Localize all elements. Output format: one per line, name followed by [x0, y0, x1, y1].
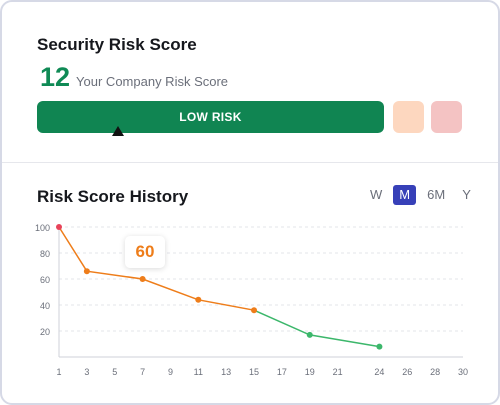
value-tooltip: 60 — [125, 236, 165, 268]
data-point[interactable] — [139, 276, 146, 282]
security-risk-title: Security Risk Score — [37, 35, 197, 54]
low-risk-bar: LOW RISK — [37, 101, 384, 133]
x-tick-label: 15 — [249, 367, 259, 377]
chart-series — [58, 226, 380, 348]
risk-score-caption: Your Company Risk Score — [76, 74, 229, 89]
chart-points — [56, 224, 383, 350]
y-tick-label: 40 — [40, 301, 50, 311]
data-point[interactable] — [306, 331, 313, 338]
score-row: 12 Your Company Risk Score — [40, 62, 228, 93]
data-point[interactable] — [376, 343, 383, 350]
risk-level-label: LOW RISK — [179, 110, 242, 124]
chart-grid — [59, 226, 463, 332]
data-point[interactable] — [251, 307, 258, 314]
range-tab-year[interactable]: Y — [462, 187, 471, 202]
x-tick-label: 24 — [374, 367, 384, 377]
tooltip-value: 60 — [135, 242, 155, 261]
x-tick-label: 17 — [277, 367, 287, 377]
risk-score-value: 12 — [40, 62, 71, 92]
range-tab-week[interactable]: W — [370, 187, 383, 202]
x-tick-label: 19 — [305, 367, 315, 377]
x-tick-label: 21 — [333, 367, 343, 377]
high-risk-swatch — [431, 101, 462, 133]
range-tabs: W M 6M Y — [364, 185, 482, 205]
score-marker-icon — [112, 126, 124, 136]
x-tick-label: 11 — [194, 367, 203, 377]
data-point[interactable] — [83, 268, 90, 275]
y-tick-label: 80 — [40, 249, 50, 259]
y-tick-label: 20 — [40, 327, 50, 337]
y-tick-label: 60 — [40, 275, 50, 285]
history-title: Risk Score History — [37, 187, 189, 206]
x-tick-label: 26 — [402, 367, 412, 377]
x-tick-label: 13 — [221, 367, 231, 377]
x-tick-label: 7 — [140, 367, 145, 377]
y-tick-label: 100 — [35, 223, 50, 233]
range-tab-six-months[interactable]: 6M — [427, 187, 446, 202]
data-point[interactable] — [56, 224, 62, 230]
x-tick-label: 30 — [458, 367, 468, 377]
medium-risk-swatch — [393, 101, 424, 133]
x-tick-label: 3 — [84, 367, 89, 377]
series-line-green — [253, 309, 380, 348]
x-tick-label: 9 — [168, 367, 173, 377]
range-tab-month[interactable]: M — [393, 185, 417, 205]
data-point[interactable] — [195, 296, 202, 303]
x-tick-label: 1 — [56, 367, 61, 377]
x-tick-label: 5 — [112, 367, 117, 377]
security-risk-panel: Security Risk Score 12 Your Company Risk… — [2, 2, 498, 163]
x-tick-label: 28 — [430, 367, 440, 377]
